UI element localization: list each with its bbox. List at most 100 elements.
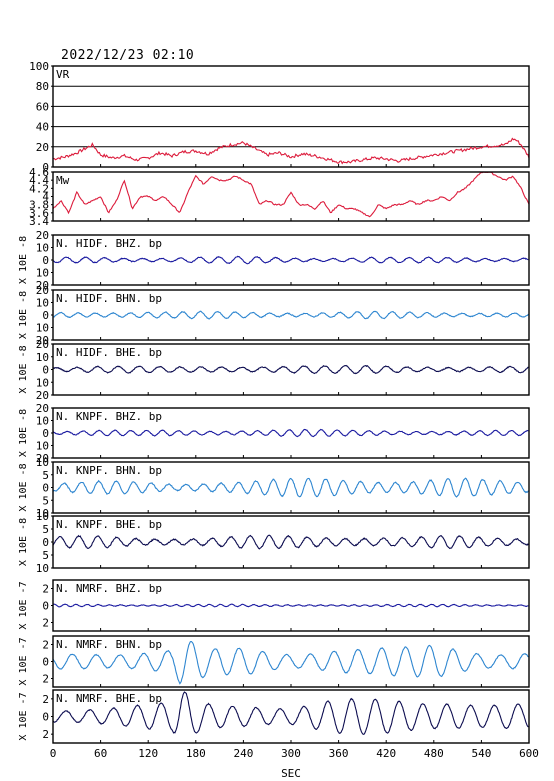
y-tick-label: 2 [42,583,49,596]
y-axis-label: X 10E -8 [18,463,29,511]
y-tick-label: 20 [36,284,49,297]
y-tick-label: 5 [42,494,49,507]
panel-label: VR [56,68,70,81]
y-tick-label: 40 [36,121,49,134]
x-axis-label: SEC [281,767,301,780]
panel-mw: 3.43.63.844.24.44.6 Mw [29,166,530,228]
y-tick-label: 0 [42,364,49,377]
panel-label: N. HIDF. BHN. bp [56,292,162,305]
x-tick-label: 120 [138,747,158,760]
y-tick-label: 0 [42,427,49,440]
panel-label: N. HIDF. BHE. bp [56,346,162,359]
y-tick-label: 10 [36,440,49,453]
y-tick-label: 0 [42,309,49,322]
y-tick-label: 20 [36,389,49,402]
y-tick-label: 3.4 [29,215,49,228]
y-tick-label: 4.2 [29,182,49,195]
y-tick-label: 10 [36,510,49,523]
y-tick-label: 0 [42,161,49,174]
panel-label: Mw [56,174,70,187]
x-tick-label: 540 [471,747,491,760]
y-tick-label: 10 [36,562,49,575]
y-tick-label: 20 [36,334,49,347]
y-axis-label: X 10E -8 [18,236,29,284]
y-tick-label: 10 [36,351,49,364]
y-tick-label: 20 [36,229,49,242]
panel-frame [52,65,530,168]
y-axis-label: X 10E -7 [18,692,29,740]
x-tick-label: 480 [424,747,444,760]
series-line-knpf_bhz [52,428,529,438]
y-tick-label: 20 [36,452,49,465]
x-tick-label: 420 [376,747,396,760]
y-tick-label: 0 [42,536,49,549]
y-tick-label: 2 [42,673,49,686]
y-tick-label: 2 [42,693,49,706]
x-tick-label: 300 [281,747,301,760]
y-tick-label: 0 [42,600,49,613]
y-tick-label: 80 [36,80,49,93]
y-tick-label: 20 [36,141,49,154]
y-tick-label: 5 [42,549,49,562]
y-tick-label: 20 [36,402,49,415]
y-tick-label: 2 [42,639,49,652]
x-tick-label: 0 [50,747,57,760]
y-tick-label: 10 [36,297,49,310]
panel-label: N. KNPF. BHN. bp [56,464,162,477]
y-tick-label: 4 [42,191,49,204]
y-tick-label: 5 [42,469,49,482]
page-title: 2022/12/23 02:10 [61,48,195,63]
y-tick-label: 3.6 [29,207,49,220]
y-tick-label: 3.8 [29,199,49,212]
y-tick-label: 10 [36,507,49,520]
y-tick-label: 0 [42,711,49,724]
panel-label: N. KNPF. BHE. bp [56,518,162,531]
series-line-vr [52,137,530,165]
x-tick-label: 60 [94,747,107,760]
y-axis-label: X 10E -8 [18,409,29,457]
y-tick-label: 10 [36,456,49,469]
x-tick-label: 240 [233,747,253,760]
x-tick-label: 180 [186,747,206,760]
series-line-hidf_bhz [52,255,529,265]
y-tick-label: 0 [42,656,49,669]
y-tick-label: 2 [42,617,49,630]
series-line-knpf_bhe [52,534,529,550]
series-line-nmrf_bhn [52,641,529,685]
series-line-mw [52,171,530,218]
y-tick-label: 10 [36,242,49,255]
y-tick-label: 4.4 [29,174,49,187]
y-axis-label: X 10E -8 [18,518,29,566]
y-tick-label: 10 [36,267,49,280]
y-axis-label: X 10E -7 [18,581,29,629]
y-tick-label: 60 [36,100,49,113]
y-tick-label: 100 [29,60,49,73]
series-line-hidf_bhn [52,310,529,320]
panel-label: N. NMRF. BHZ. bp [56,582,162,595]
y-tick-label: 4.6 [29,166,49,179]
panel-nmrf_bhe: 2 0 2 X 10E -7 N. NMRF. BHE. bp [18,689,530,744]
y-tick-label: 2 [42,728,49,741]
y-axis-label: X 10E -8 [18,345,29,393]
y-tick-label: 10 [36,415,49,428]
y-axis-label: X 10E -8 [18,291,29,339]
y-tick-label: 5 [42,523,49,536]
panel-nmrf_bhz: 2 0 2 X 10E -7 N. NMRF. BHZ. bp [18,579,530,632]
series-line-knpf_bhn [52,477,529,498]
series-line-nmrf_bhz [52,603,529,608]
panel-label: N. NMRF. BHE. bp [56,692,162,705]
y-tick-label: 10 [36,322,49,335]
y-axis-label: X 10E -7 [18,637,29,685]
panel-label: N. NMRF. BHN. bp [56,638,162,651]
y-tick-label: 0 [42,482,49,495]
x-tick-label: 360 [329,747,349,760]
panel-vr: 0 20 40 60 80 100 VR [29,60,530,174]
series-line-hidf_bhe [52,364,529,375]
